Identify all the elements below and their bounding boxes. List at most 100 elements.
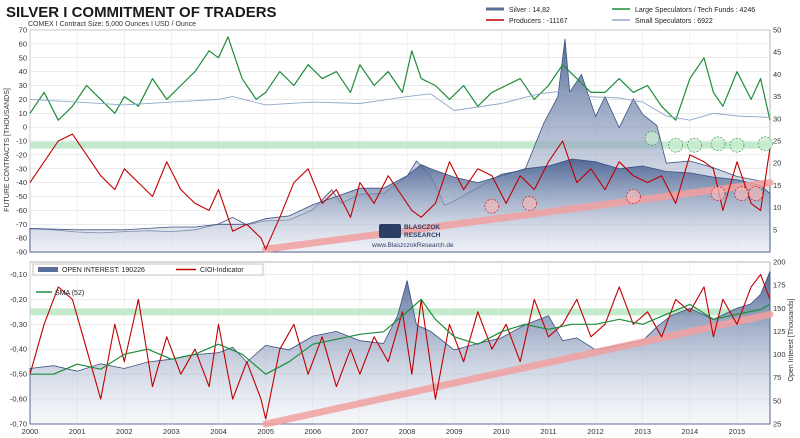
- bottom-ylabel-right: Open Interest [Thousands]: [788, 299, 795, 382]
- top-marker-red: [748, 186, 764, 202]
- top-trendline: [262, 179, 774, 253]
- chart-title: SILVER I COMMITMENT OF TRADERS: [6, 4, 277, 21]
- legend-silver: Silver : 14,82: [509, 7, 550, 14]
- top-ytick-right: 5: [773, 225, 777, 234]
- bottom-ytick-left: -0,70: [10, 420, 27, 429]
- bottom-panel: -0,10 -0,20 -0,30 -0,40 -0,50 -0,60 -0,70 200 17…: [10, 258, 795, 429]
- x-tick-label: 2003: [163, 427, 180, 436]
- bottom-ytick-left: -0,20: [10, 295, 27, 304]
- x-tick-label: 2010: [493, 427, 510, 436]
- watermark-line1: BLASCZOK: [404, 224, 440, 231]
- bottom-ytick-left: -0,50: [10, 370, 27, 379]
- top-ytick-left: 40: [19, 67, 27, 76]
- bottom-series-cioi-indicator: [29, 273, 771, 420]
- top-ylabel-left: FUTURE CONTRACTS [THOUSANDS]: [4, 88, 11, 212]
- watermark: BLASCZOK RESEARCH www.BlaszczokResearch.…: [371, 224, 454, 249]
- top-marker-green: [668, 137, 684, 153]
- bottom-trendline: [262, 310, 774, 428]
- x-tick-label: 2009: [446, 427, 463, 436]
- top-ytick-left: -60: [16, 206, 27, 215]
- chart-subtitle: COMEX I Contract Size: 5,000 Ounces I US…: [28, 21, 196, 28]
- top-ytick-right: 15: [773, 181, 781, 190]
- x-tick-label: 2015: [729, 427, 746, 436]
- bottom-series-sma-52: [30, 298, 771, 375]
- x-tick-label: 2011: [540, 427, 556, 436]
- x-tick-label: 2001: [69, 427, 86, 436]
- top-ytick-left: 60: [19, 39, 27, 48]
- x-tick-label: 2013: [634, 427, 651, 436]
- bottom-ytick-right: 100: [773, 350, 786, 359]
- x-tick-label: 2012: [587, 427, 604, 436]
- bottom-ytick-left: -0,10: [10, 270, 27, 279]
- bottom-ytick-right: 50: [773, 396, 781, 405]
- bottom-ytick-left: -0,30: [10, 320, 27, 329]
- x-tick-label: 2008: [399, 427, 416, 436]
- top-ytick-right: 50: [773, 26, 781, 35]
- top-ytick-right: 45: [773, 48, 781, 57]
- legend-small-spec: Small Speculators : 6922: [635, 18, 713, 25]
- bottom-ytick-left: -0,60: [10, 395, 27, 404]
- top-ytick-left: 20: [19, 95, 27, 104]
- top-marker-green: [729, 137, 745, 153]
- x-tick-label: 2005: [257, 427, 274, 436]
- top-ytick-left: -30: [16, 164, 27, 173]
- bottom-ytick-right: 125: [773, 327, 786, 336]
- legend-open-interest-swatch: [38, 267, 58, 272]
- top-panel: 70 60 50 40 30 20 10 0 -10 -20 -30 -40 -50 -60 -70 -80 -…: [4, 26, 781, 257]
- x-tick-label: 2002: [116, 427, 133, 436]
- legend-large-spec: Large Speculators / Tech Funds : 4246: [635, 7, 755, 14]
- top-marker-red: [710, 186, 726, 202]
- top-ytick-right: 35: [773, 92, 781, 101]
- top-ytick-left: -10: [16, 137, 27, 146]
- top-reference-band: [30, 141, 770, 149]
- x-tick-label: 2007: [352, 427, 369, 436]
- top-marker-green: [757, 136, 773, 152]
- top-series-large-speculators-tech-funds: [29, 36, 771, 121]
- x-tick-label: 2000: [22, 427, 39, 436]
- top-series-producers: [29, 133, 771, 250]
- bottom-ytick-right: 175: [773, 281, 786, 290]
- bottom-legend-box: [32, 263, 264, 276]
- legend-producers: Producers : -11167: [509, 18, 568, 25]
- top-ytick-left: -80: [16, 234, 27, 243]
- bottom-ytick-right: 200: [773, 258, 786, 267]
- top-ytick-left: -40: [16, 178, 27, 187]
- top-ytick-right: 20: [773, 159, 781, 168]
- top-marker-green: [710, 136, 726, 152]
- bottom-ytick-right: 150: [773, 304, 786, 313]
- legend-sma: SMA (52): [55, 290, 84, 297]
- top-series-small-speculators: [29, 90, 771, 121]
- top-ytick-right: 40: [773, 70, 781, 79]
- top-ytick-left: 70: [19, 26, 27, 35]
- x-tick-label: 2014: [682, 427, 699, 436]
- x-tick-label: 2004: [210, 427, 227, 436]
- top-marker-green: [644, 130, 660, 146]
- top-ytick-left: -50: [16, 192, 27, 201]
- top-ytick-left: -90: [16, 248, 27, 257]
- bottom-series-open-interest-right-axis: [29, 271, 771, 425]
- watermark-url: www.BlaszczokResearch.de: [371, 242, 454, 249]
- legend-open-interest: OPEN INTEREST: 190226: [62, 267, 145, 274]
- x-tick-label: 2006: [304, 427, 321, 436]
- x-axis: 2000 2001 2002 2003 2004 2005 2006 2007 2008 2009…: [22, 427, 746, 436]
- top-legend: Silver : 14,82 Producers : -11167 Large …: [486, 7, 755, 25]
- watermark-logo: [379, 224, 401, 238]
- top-ytick-right: 25: [773, 137, 781, 146]
- legend-cioi: CIOI-Indicator: [200, 267, 244, 274]
- top-marker-red: [522, 196, 537, 211]
- top-ytick-left: -20: [16, 150, 27, 159]
- top-ytick-left: 50: [19, 53, 27, 62]
- bottom-legend: OPEN INTEREST: 190226 CIOI-Indicator SMA (…: [32, 263, 264, 297]
- top-ytick-right: 30: [773, 114, 781, 123]
- bottom-ytick-left: -0,40: [10, 345, 27, 354]
- top-series-open-interest-top: [29, 158, 771, 253]
- top-ytick-right: 10: [773, 203, 781, 212]
- top-ytick-left: 0: [23, 123, 27, 132]
- top-ytick-left: 10: [19, 109, 27, 118]
- watermark-line2: RESEARCH: [404, 232, 441, 239]
- top-marker-red: [484, 198, 500, 214]
- top-marker-red: [626, 189, 641, 204]
- bottom-ytick-right: 75: [773, 373, 781, 382]
- top-marker-green: [687, 137, 702, 153]
- top-ytick-left: -70: [16, 220, 27, 229]
